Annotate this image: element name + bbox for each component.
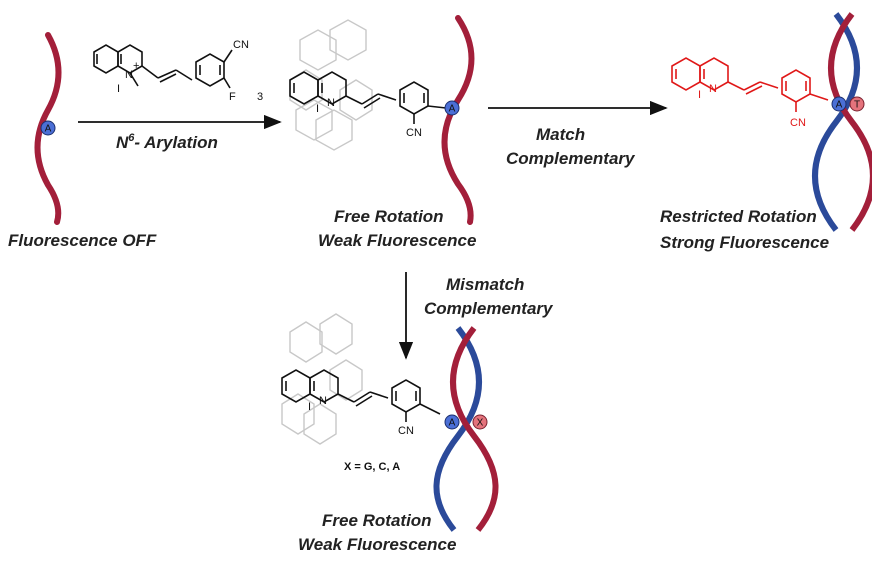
label-match: Match — [536, 125, 585, 144]
atom-n-top: N — [327, 97, 335, 109]
reagent-molecule — [93, 44, 233, 89]
label-free-rotation-bottom-1: Free Rotation — [322, 511, 432, 530]
dsdna-bottom: A X — [433, 326, 499, 532]
atom-f-reagent: F — [229, 91, 236, 103]
ghost-rotamers-bottom — [281, 313, 363, 445]
atom-iodide: I — [117, 83, 120, 95]
nucleotide-t-right: T — [854, 100, 860, 111]
label-x-equals: X = G, C, A — [344, 461, 400, 473]
atom-iodide-bottom: I — [308, 401, 311, 413]
label-fluorescence-off: Fluorescence OFF — [8, 231, 157, 250]
label-mismatch: Mismatch — [446, 275, 524, 294]
nucleotide-a-middle: A — [449, 104, 456, 115]
subscript-3: 3 — [257, 91, 263, 103]
atom-n-bottom: N — [319, 395, 327, 407]
ssdna-left: A — [34, 32, 62, 225]
label-free-rotation-top-2: Weak Fluorescence — [318, 231, 476, 250]
label-restricted-2: Strong Fluorescence — [660, 233, 829, 252]
atom-iodide-top: I — [316, 103, 319, 115]
atom-cn-top: CN — [406, 127, 422, 139]
label-free-rotation-top-1: Free Rotation — [334, 207, 444, 226]
atom-cn-right: CN — [790, 117, 806, 129]
probe-molecule-bottom — [281, 369, 441, 422]
atom-n-reagent: N — [125, 69, 133, 81]
nucleotide-a-bottom: A — [449, 418, 456, 429]
label-match-complementary: Complementary — [506, 149, 636, 168]
ghost-rotamers-top — [289, 19, 373, 151]
label-mismatch-complementary: Complementary — [424, 299, 554, 318]
nucleotide-a-label: A — [45, 124, 52, 135]
label-arylation: N6- Arylation — [116, 132, 218, 152]
probe-molecule-top — [289, 71, 447, 124]
label-free-rotation-bottom-2: Weak Fluorescence — [298, 535, 456, 554]
probe-molecule-right — [671, 57, 829, 112]
nucleotide-x-bottom: X — [477, 418, 484, 429]
atom-iodide-right: I — [698, 89, 701, 101]
atom-n-plus: + — [133, 60, 139, 72]
atom-cn-reagent: CN — [233, 39, 249, 51]
atom-n-right: N — [709, 83, 717, 95]
ssdna-middle: A — [441, 15, 475, 225]
nucleotide-a-right: A — [836, 100, 843, 111]
label-restricted-1: Restricted Rotation — [660, 207, 817, 226]
atom-cn-bottom: CN — [398, 425, 414, 437]
dsdna-right: A T — [812, 12, 872, 232]
